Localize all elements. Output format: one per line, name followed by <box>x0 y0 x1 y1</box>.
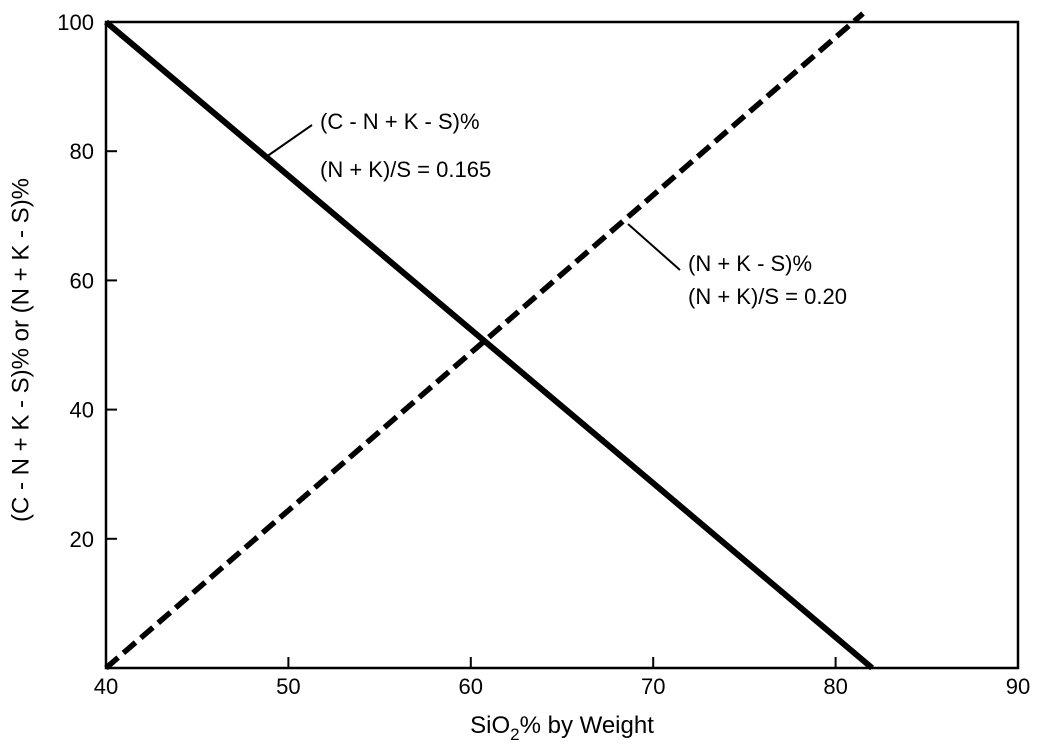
y-tick-label: 40 <box>70 398 94 423</box>
y-axis-title: (C - N + K - S)% or (N + K - S)% <box>7 178 34 522</box>
y-tick-label: 80 <box>70 139 94 164</box>
annotation-dashed: (N + K - S)% (N + K)/S = 0.20 <box>627 223 847 309</box>
x-ticks: 40 50 60 70 80 90 <box>94 657 1030 699</box>
annotation-solid: (C - N + K - S)% (N + K)/S = 0.165 <box>265 109 491 182</box>
annotation-solid-leader <box>265 124 313 158</box>
x-axis-title-sub: 2 <box>510 725 519 744</box>
annotation-dashed-line2: (N + K)/S = 0.20 <box>688 284 847 309</box>
x-tick-label: 60 <box>459 674 483 699</box>
x-tick-label: 80 <box>823 674 847 699</box>
y-ticks: 20 40 60 80 100 <box>57 10 117 552</box>
annotation-solid-line2: (N + K)/S = 0.165 <box>320 157 491 182</box>
x-axis-title: SiO2% by Weight <box>470 712 654 744</box>
x-axis-title-pre: SiO <box>470 712 510 739</box>
y-tick-label: 60 <box>70 268 94 293</box>
y-tick-label: 100 <box>57 10 94 35</box>
series-dashed-line <box>104 11 865 671</box>
series-solid-line <box>104 19 875 671</box>
plot-frame <box>104 20 1020 670</box>
annotation-dashed-leader <box>627 223 681 271</box>
x-tick-label: 90 <box>1006 674 1030 699</box>
annotation-solid-line1: (C - N + K - S)% <box>320 109 480 134</box>
x-axis-title-post: % by Weight <box>520 712 655 739</box>
x-tick-label: 40 <box>94 674 118 699</box>
annotation-dashed-line1: (N + K - S)% <box>688 251 812 276</box>
y-tick-label: 20 <box>70 527 94 552</box>
x-tick-label: 50 <box>276 674 300 699</box>
series-lines <box>104 11 875 671</box>
x-tick-label: 70 <box>641 674 665 699</box>
